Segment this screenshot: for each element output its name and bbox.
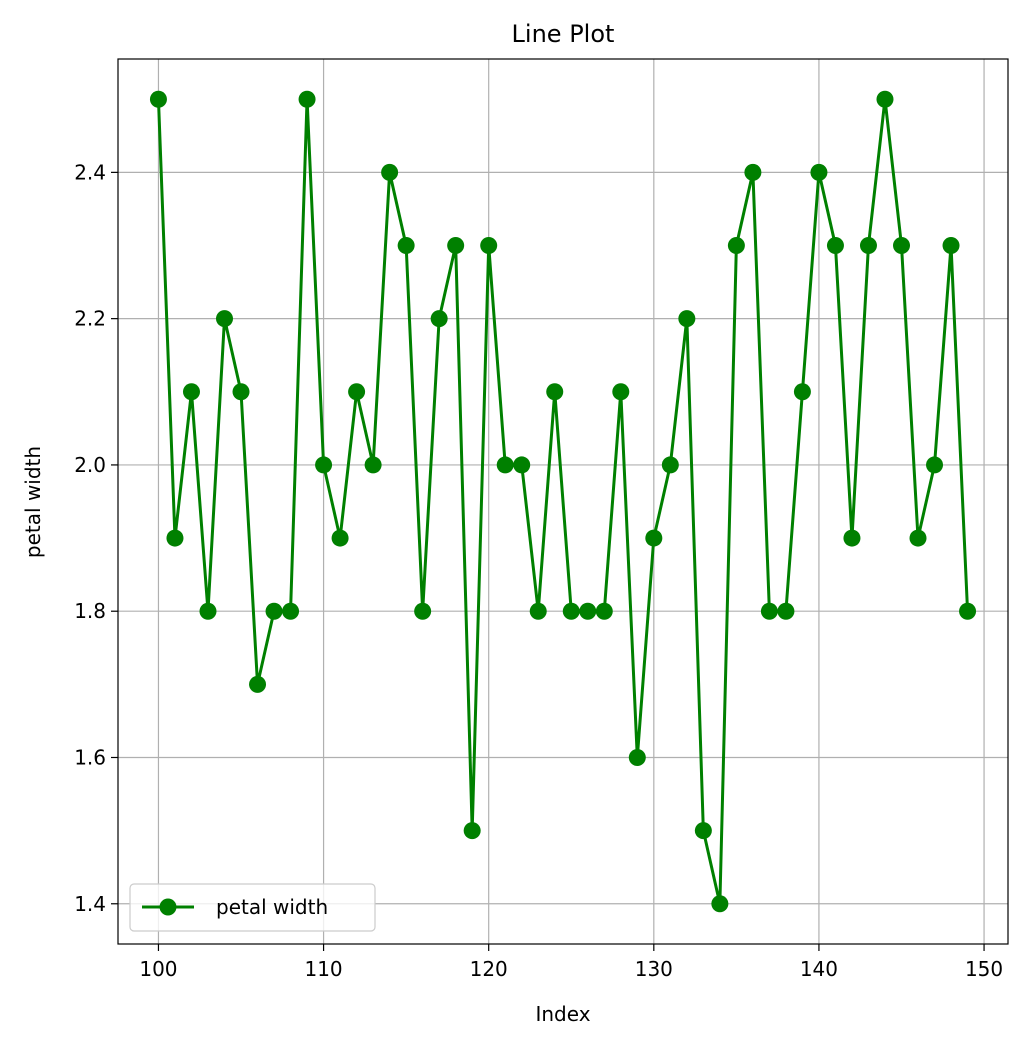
x-tick-label: 120 <box>470 957 508 981</box>
x-tick-label: 140 <box>800 957 838 981</box>
data-point <box>381 163 399 181</box>
data-point <box>529 602 547 620</box>
data-point <box>711 895 729 913</box>
data-point <box>166 529 184 547</box>
data-point <box>678 310 696 328</box>
data-point <box>876 90 894 108</box>
x-tick-label: 110 <box>304 957 342 981</box>
x-tick-label: 130 <box>635 957 673 981</box>
data-point <box>562 602 580 620</box>
data-point <box>810 163 828 181</box>
legend-box <box>129 883 376 932</box>
data-point <box>926 456 944 474</box>
data-point <box>694 822 712 840</box>
data-point <box>546 383 564 401</box>
data-point <box>579 602 597 620</box>
data-point <box>859 237 877 255</box>
legend: petal width <box>129 883 376 932</box>
data-point <box>447 237 465 255</box>
data-point <box>777 602 795 620</box>
data-point <box>182 383 200 401</box>
data-point <box>397 237 415 255</box>
y-tick-label: 2.4 <box>74 160 106 184</box>
data-point <box>265 602 283 620</box>
data-point <box>628 748 646 766</box>
data-point <box>959 602 977 620</box>
data-point <box>909 529 927 547</box>
y-tick-label: 2.2 <box>74 307 106 331</box>
y-tick-label: 2.0 <box>74 453 106 477</box>
data-point <box>331 529 349 547</box>
y-tick-label: 1.6 <box>74 745 106 769</box>
y-axis-label: petal width <box>21 446 45 558</box>
x-tick-label: 100 <box>139 957 177 981</box>
series-line <box>156 97 970 906</box>
data-point <box>496 456 514 474</box>
legend-marker-swatch <box>159 898 177 916</box>
data-point <box>727 237 745 255</box>
data-point <box>612 383 630 401</box>
data-point <box>595 602 613 620</box>
data-point <box>645 529 663 547</box>
ticks: 100 110 120 130 140 150 1.4 1.6 1.8 2.0 2.2 2.4 <box>74 160 1003 981</box>
data-point <box>843 529 861 547</box>
data-point <box>364 456 382 474</box>
data-point <box>430 310 448 328</box>
data-point <box>893 237 910 255</box>
data-point <box>149 90 167 108</box>
chart-title: Line Plot <box>512 20 615 48</box>
data-point <box>760 602 778 620</box>
x-tick-label: 150 <box>965 957 1003 981</box>
data-point <box>661 456 679 474</box>
x-axis-label: Index <box>535 1002 590 1026</box>
legend-label: petal width <box>216 895 328 919</box>
data-point <box>348 383 366 401</box>
data-point <box>249 675 267 693</box>
data-point <box>744 163 762 181</box>
data-point <box>232 383 250 401</box>
plot-frame <box>117 58 1009 945</box>
data-point <box>826 237 844 255</box>
data-point <box>942 237 960 255</box>
y-tick-label: 1.8 <box>74 599 106 623</box>
data-point <box>513 456 531 474</box>
data-point <box>463 822 481 840</box>
data-point <box>216 310 233 328</box>
data-point <box>480 237 498 255</box>
y-tick-label: 1.4 <box>74 892 106 916</box>
data-point <box>298 90 316 108</box>
data-point <box>793 383 811 401</box>
series-layer <box>149 90 977 913</box>
data-point <box>414 602 432 620</box>
data-point <box>199 602 217 620</box>
data-point <box>315 456 333 474</box>
data-point <box>282 602 300 620</box>
